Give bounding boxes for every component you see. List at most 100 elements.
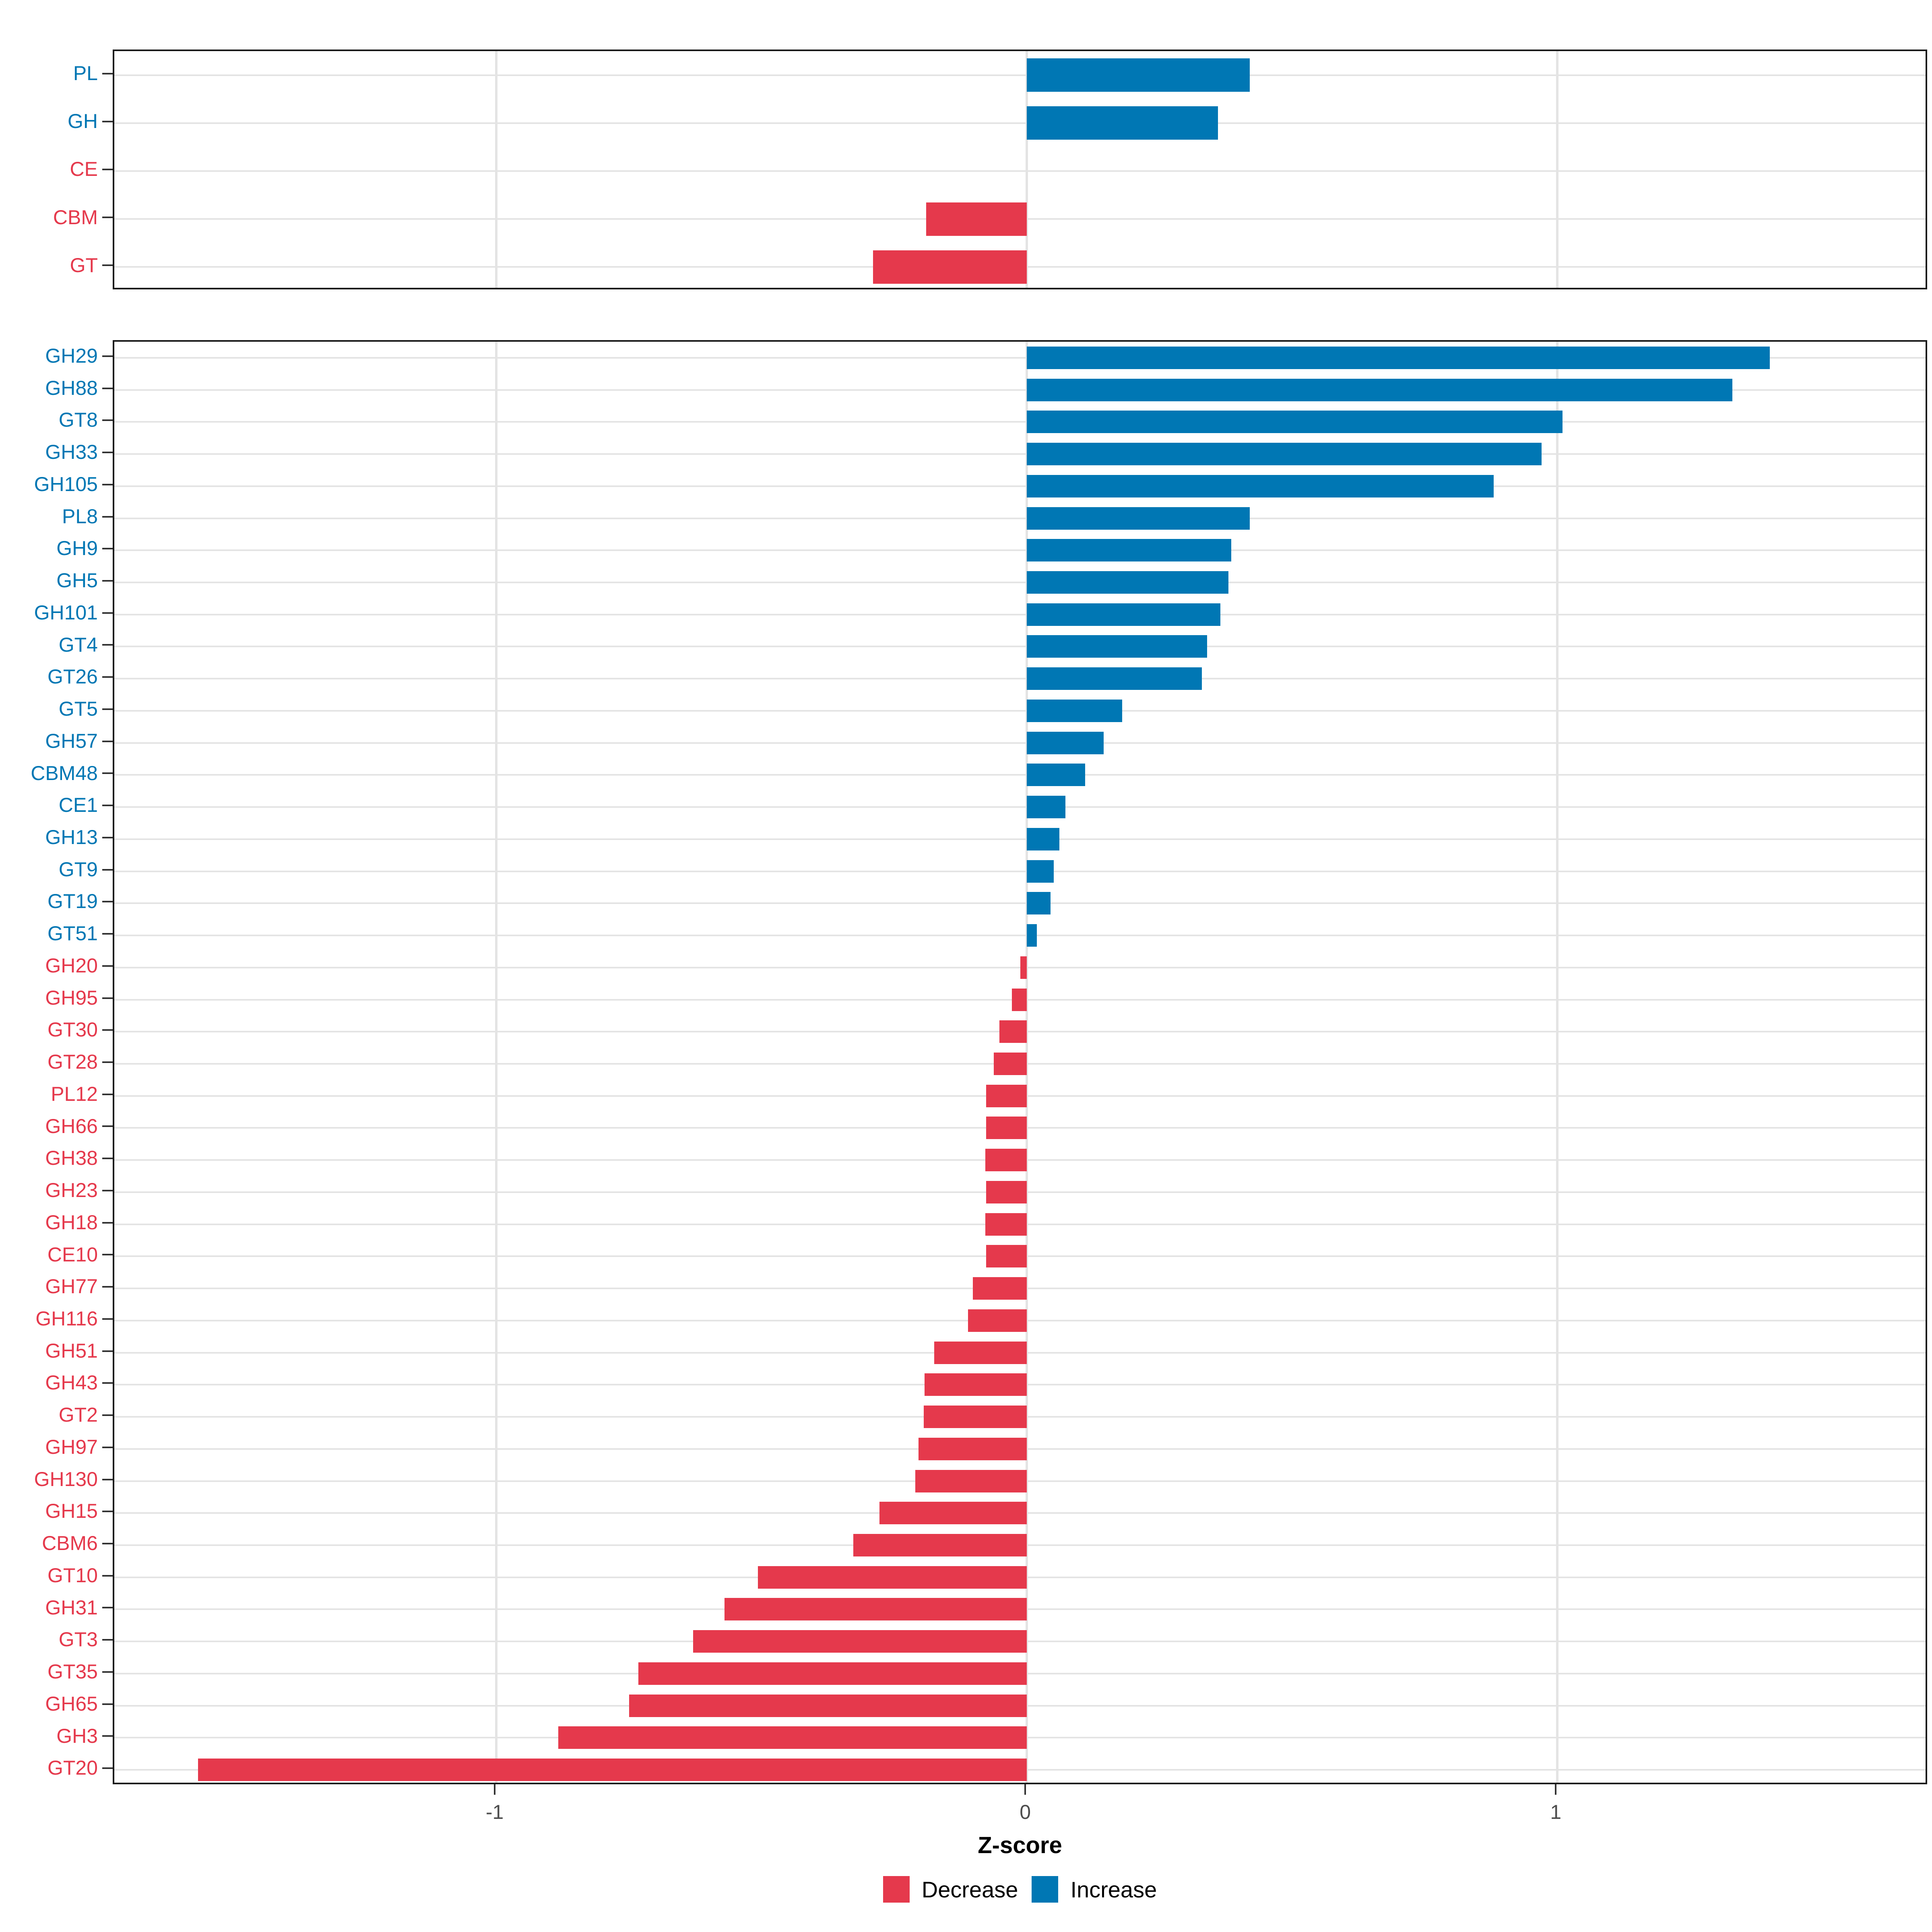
- bar-GH88: [1027, 378, 1733, 401]
- y-axis-label-GH105: GH105: [34, 473, 98, 495]
- y-tick-mark: [102, 997, 113, 999]
- bar-GH29: [1027, 346, 1770, 369]
- y-tick-mark: [102, 419, 113, 421]
- bar-GT2: [924, 1406, 1027, 1428]
- horizontal-gridline: [114, 806, 1926, 808]
- horizontal-gridline: [114, 453, 1926, 455]
- horizontal-gridline: [114, 870, 1926, 872]
- bar-GH9: [1027, 539, 1231, 562]
- y-tick-mark: [102, 901, 113, 903]
- vertical-gridline: [495, 342, 498, 1783]
- legend: Decrease Increase: [113, 1876, 1927, 1903]
- y-tick-mark: [102, 869, 113, 871]
- y-tick-mark: [102, 548, 113, 550]
- bar-GH95: [1012, 988, 1027, 1011]
- y-axis-label-GH33: GH33: [45, 441, 98, 464]
- horizontal-gridline: [114, 935, 1926, 937]
- horizontal-gridline: [114, 613, 1926, 615]
- bar-GH18: [985, 1213, 1027, 1236]
- y-axis-label-GH95: GH95: [45, 986, 98, 1009]
- facet-panel-class: [113, 50, 1927, 289]
- horizontal-gridline: [114, 421, 1926, 423]
- y-axis-label-CE: CE: [70, 158, 98, 181]
- bar-GT9: [1027, 860, 1054, 883]
- horizontal-gridline: [114, 389, 1926, 391]
- bar-GT51: [1027, 924, 1037, 947]
- y-axis-label-GH23: GH23: [45, 1179, 98, 1202]
- horizontal-gridline: [114, 485, 1926, 487]
- vertical-gridline: [495, 51, 498, 288]
- bar-GH3: [558, 1726, 1027, 1749]
- y-axis-label-GH3: GH3: [56, 1724, 98, 1747]
- bar-CBM: [926, 202, 1027, 236]
- y-axis-label-GT: GT: [70, 254, 98, 277]
- y-axis-label-GT3: GT3: [58, 1628, 98, 1651]
- horizontal-gridline: [114, 357, 1926, 359]
- bar-GT4: [1027, 635, 1208, 658]
- y-axis-label-GH51: GH51: [45, 1339, 98, 1362]
- bar-GH57: [1027, 731, 1104, 754]
- y-axis-label-GT8: GT8: [58, 409, 98, 431]
- y-tick-mark: [102, 516, 113, 518]
- y-axis-label-GT20: GT20: [47, 1757, 98, 1779]
- bar-GT3: [693, 1630, 1027, 1653]
- bar-GH: [1027, 106, 1218, 140]
- y-axis-label-GT9: GT9: [58, 858, 98, 881]
- horizontal-gridline: [114, 678, 1926, 680]
- increase-swatch-icon: [1032, 1876, 1059, 1903]
- bar-GH130: [915, 1470, 1027, 1492]
- bar-CE1: [1027, 796, 1066, 819]
- y-tick-mark: [102, 1671, 113, 1673]
- y-tick-mark: [102, 120, 113, 122]
- y-axis-label-GH15: GH15: [45, 1500, 98, 1523]
- vertical-gridline: [1556, 342, 1559, 1783]
- bar-GH5: [1027, 571, 1229, 594]
- bar-GT26: [1027, 667, 1202, 690]
- y-tick-mark: [102, 1414, 113, 1416]
- y-tick-mark: [102, 836, 113, 838]
- horizontal-gridline: [114, 170, 1926, 172]
- y-axis-label-GT26: GT26: [47, 665, 98, 688]
- y-tick-mark: [102, 1478, 113, 1480]
- y-axis-label-CBM: CBM: [53, 206, 98, 229]
- y-axis-label-GH88: GH88: [45, 376, 98, 399]
- legend-item-increase: Increase: [1032, 1876, 1157, 1903]
- y-tick-mark: [102, 933, 113, 935]
- bar-GT8: [1027, 411, 1563, 433]
- y-tick-mark: [102, 676, 113, 678]
- y-tick-mark: [102, 1767, 113, 1769]
- facet-panel-family: [113, 340, 1927, 1784]
- x-tick-mark: [494, 1784, 496, 1795]
- y-tick-mark: [102, 217, 113, 219]
- bar-GT19: [1027, 892, 1051, 915]
- y-axis-label-GH29: GH29: [45, 345, 98, 367]
- y-axis-label-GT35: GT35: [47, 1660, 98, 1683]
- y-axis-label-PL8: PL8: [62, 505, 98, 528]
- y-tick-mark: [102, 1222, 113, 1224]
- horizontal-gridline: [114, 74, 1926, 76]
- y-tick-mark: [102, 612, 113, 614]
- y-tick-mark: [102, 1735, 113, 1737]
- y-tick-mark: [102, 1703, 113, 1705]
- y-tick-mark: [102, 1189, 113, 1191]
- legend-item-decrease: Decrease: [883, 1876, 1018, 1903]
- bar-PL: [1027, 58, 1250, 92]
- y-tick-mark: [102, 1575, 113, 1577]
- horizontal-gridline: [114, 710, 1926, 712]
- y-tick-mark: [102, 1511, 113, 1513]
- y-tick-mark: [102, 740, 113, 742]
- y-axis-label-GH38: GH38: [45, 1147, 98, 1170]
- y-tick-mark: [102, 169, 113, 170]
- vertical-gridline: [1026, 51, 1028, 288]
- bar-PL12: [986, 1084, 1027, 1107]
- bar-GH51: [934, 1341, 1027, 1364]
- y-axis-label-GH5: GH5: [56, 569, 98, 592]
- y-axis-label-GT30: GT30: [47, 1018, 98, 1041]
- bar-GH33: [1027, 443, 1542, 466]
- vertical-gridline: [1026, 342, 1028, 1783]
- horizontal-gridline: [114, 646, 1926, 648]
- y-tick-mark: [102, 1286, 113, 1288]
- x-tick-label: 1: [1550, 1801, 1562, 1823]
- vertical-gridline: [1556, 51, 1559, 288]
- y-tick-mark: [102, 1125, 113, 1127]
